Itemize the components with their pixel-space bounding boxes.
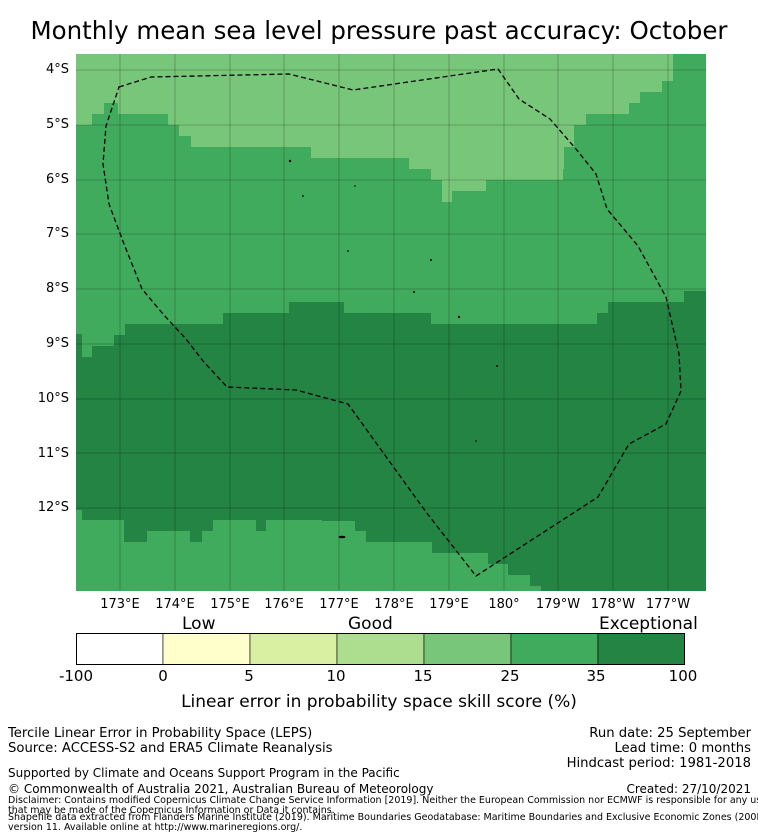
support-text: Supported by Climate and Oceans Support … [8,766,400,780]
lon-label: 174°E [155,597,195,612]
colorbar-tick: 35 [586,667,606,685]
colorbar-tick: 25 [500,667,520,685]
source-text: Source: ACCESS-S2 and ERA5 Climate Reana… [8,741,333,756]
lat-label: 4°S [45,62,69,77]
colorbar-segment [249,633,338,665]
lat-label: 8°S [45,281,69,296]
lon-label: 176°E [264,597,304,612]
colorbar-frame [76,633,685,665]
lon-label: 173°E [100,597,140,612]
lat-label: 5°S [45,117,69,132]
lon-label: 180° [488,597,520,612]
lon-label: 179°E [429,597,469,612]
chart-title: Monthly mean sea level pressure past acc… [30,16,728,45]
category-exceptional: Exceptional [599,614,698,634]
skill-area-15-25 [76,54,673,202]
category-good: Good [348,614,393,634]
colorbar-segment [510,633,599,665]
run-date-text: Run date: 25 September [589,726,751,741]
disclaimer-text: Disclaimer: Contains modified Copernicus… [8,795,758,806]
islands [288,159,498,539]
eez-boundary [102,68,682,577]
method-text: Tercile Linear Error in Probability Spac… [8,726,313,741]
lon-label: 178°W [590,597,636,612]
created-text: Created: 27/10/2021 [626,782,751,796]
shapefile-text: Shapefile data extracted from Flanders M… [8,812,758,823]
shapefile-text-2: version 11. Available online at http://w… [8,822,303,833]
colorbar-tick: 0 [158,667,168,685]
lon-label: 175°E [210,597,250,612]
lon-label: 179°W [535,597,581,612]
graticule [76,54,706,591]
lead-time-text: Lead time: 0 months [614,741,751,756]
disclaimer-text-2: that may be made of the Copernicus Infor… [8,805,335,816]
colorbar-tick: 15 [413,667,433,685]
skill-area-35-100 [76,291,706,591]
colorbar-tick: 100 [668,667,698,685]
copyright-text: © Commonwealth of Australia 2021, Austra… [8,782,434,796]
hindcast-text: Hindcast period: 1981-2018 [566,756,751,771]
lat-label: 12°S [37,500,69,515]
colorbar-segment [336,633,425,665]
skill-score-map [76,54,706,591]
colorbar-tick: 5 [244,667,254,685]
colorbar-tick: -100 [58,667,94,685]
lon-label: 177°E [319,597,359,612]
lon-label: 177°W [645,597,691,612]
lon-label: 178°E [374,597,414,612]
lat-label: 7°S [45,226,69,241]
category-low: Low [182,614,216,634]
colorbar-segment [597,633,685,665]
colorbar-segment [423,633,512,665]
colorbar-segment [162,633,251,665]
lat-label: 10°S [37,391,69,406]
colorbar-tick: 10 [326,667,346,685]
colorbar [76,633,685,665]
lat-label: 6°S [45,172,69,187]
colorbar-label: Linear error in probability space skill … [181,692,577,712]
colorbar-segment [76,633,164,665]
lat-label: 9°S [45,336,69,351]
lat-label: 11°S [37,446,69,461]
